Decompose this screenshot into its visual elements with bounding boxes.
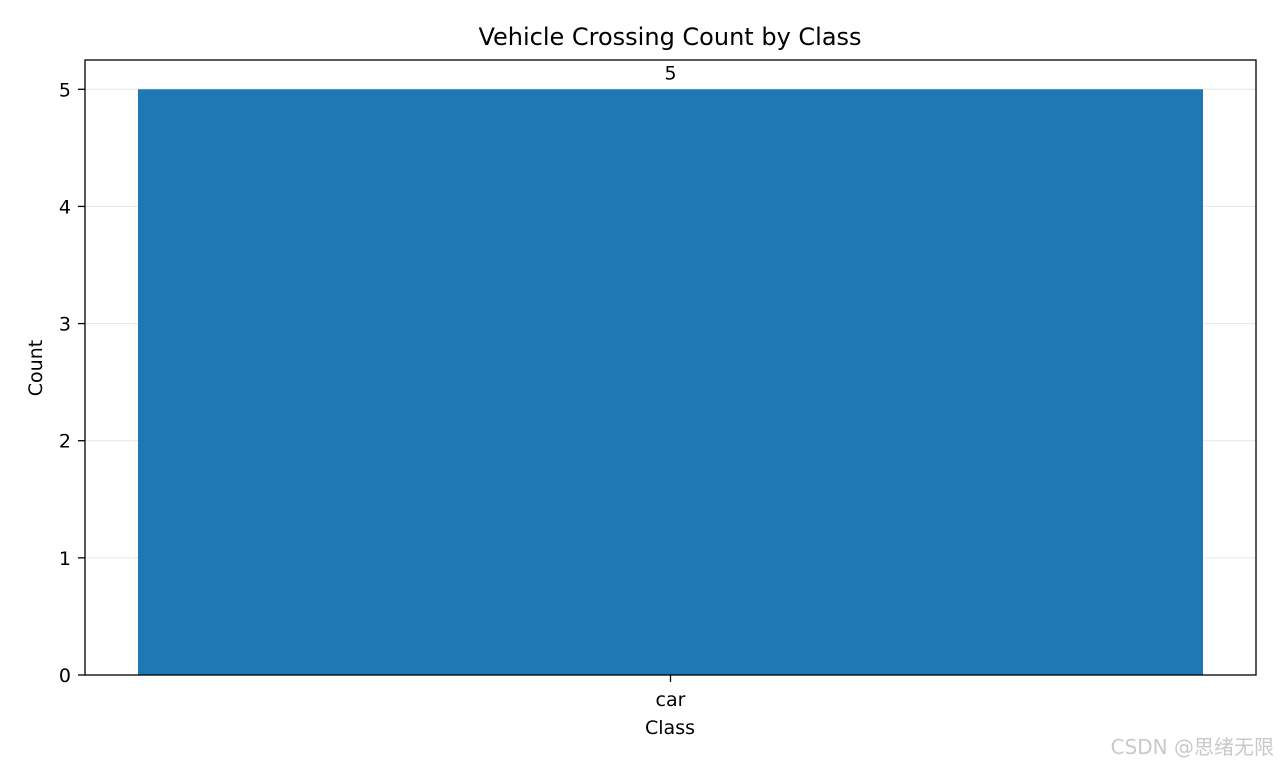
y-tick-label: 4 — [59, 196, 71, 218]
x-axis-label: Class — [645, 717, 695, 739]
x-tick-label: car — [656, 689, 686, 711]
y-tick-label: 1 — [59, 548, 71, 570]
chart-title: Vehicle Crossing Count by Class — [478, 23, 861, 51]
plot-frame — [84, 59, 1257, 676]
bars: 5 — [138, 62, 1203, 676]
y-tick-label: 3 — [59, 314, 71, 336]
bar-value-label: 5 — [664, 62, 676, 84]
y-tick-label: 2 — [59, 431, 71, 453]
axes: car 0 1 2 3 4 5 — [59, 59, 1257, 711]
y-tick-label: 0 — [59, 665, 71, 687]
bar-car — [138, 89, 1203, 676]
watermark: CSDN @思绪无限 — [1110, 735, 1274, 759]
y-axis-label: Count — [25, 340, 47, 396]
y-tick-label: 5 — [59, 79, 71, 101]
